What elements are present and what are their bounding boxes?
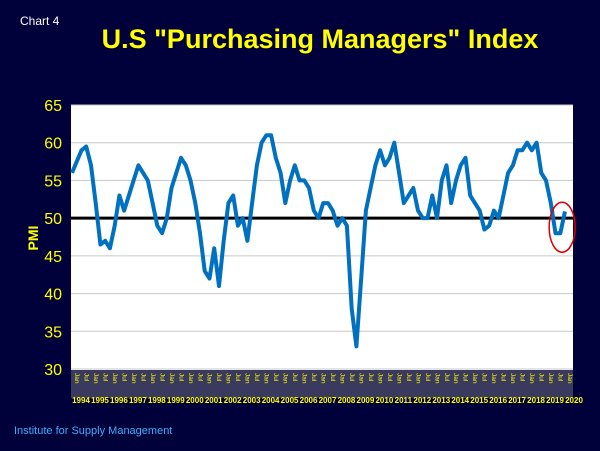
x-month-label: Jan [73, 373, 80, 384]
x-year-label: 1999 [167, 396, 185, 405]
x-month-label: Jul [120, 373, 127, 382]
x-month-label: Jan [452, 373, 459, 384]
x-month-label: Jul [481, 373, 488, 382]
x-month-label: Jan [395, 373, 402, 384]
x-year-label: 1997 [129, 396, 147, 405]
x-year-label: 2006 [300, 396, 318, 405]
x-year-label: 2009 [357, 396, 375, 405]
x-month-label: Jan [566, 373, 573, 384]
x-month-label: Jan [149, 373, 156, 384]
plot-area [71, 105, 573, 370]
x-month-label: Jul [291, 373, 298, 382]
x-year-label: 2011 [395, 396, 413, 405]
x-month-label: Jan [528, 373, 535, 384]
x-year-label: 2017 [508, 396, 526, 405]
source-label: Institute for Supply Management [14, 425, 173, 437]
x-month-label: Jul [329, 373, 336, 382]
x-month-label: Jan [130, 373, 137, 384]
x-month-label: Jul [348, 373, 355, 382]
x-month-label: Jan [414, 373, 421, 384]
y-tick-label: 35 [44, 324, 62, 341]
x-year-label: 2013 [432, 396, 450, 405]
x-month-label: Jul [177, 373, 184, 382]
x-month-label: Jan [282, 373, 289, 384]
x-year-label: 2000 [186, 396, 204, 405]
x-month-label: Jul [538, 373, 545, 382]
x-month-label: Jul [519, 373, 526, 382]
x-month-label: Jan [301, 373, 308, 384]
x-year-label: 2004 [262, 396, 280, 405]
y-axis-label: PMI [25, 226, 41, 251]
x-year-label: 2003 [243, 396, 261, 405]
x-month-label: Jan [338, 373, 345, 384]
x-year-label: 2015 [470, 396, 488, 405]
x-month-label: Jan [92, 373, 99, 384]
x-year-label: 2014 [451, 396, 469, 405]
x-year-label: 2020 [565, 396, 583, 405]
x-month-label: Jan [244, 373, 251, 384]
x-month-label: Jul [139, 373, 146, 382]
x-year-label: 1995 [91, 396, 109, 405]
y-tick-label: 40 [44, 287, 62, 304]
x-month-label: Jan [320, 373, 327, 384]
x-month-label: Jul [462, 373, 469, 382]
x-month-label: Jan [206, 373, 213, 384]
x-month-label: Jul [500, 373, 507, 382]
x-month-label: Jul [272, 373, 279, 382]
y-tick-label: 55 [44, 173, 62, 190]
y-tick-label: 65 [44, 98, 62, 115]
x-month-label: Jul [424, 373, 431, 382]
y-tick-label: 50 [44, 211, 62, 228]
x-month-label: Jul [196, 373, 203, 382]
x-month-label: Jul [557, 373, 564, 382]
x-axis-band [71, 370, 573, 398]
chart-title: U.S "Purchasing Managers" Index [101, 24, 539, 54]
y-tick-label: 60 [44, 136, 62, 153]
x-month-label: Jan [376, 373, 383, 384]
x-year-label: 2010 [375, 396, 393, 405]
x-month-label: Jan [225, 373, 232, 384]
x-month-label: Jan [168, 373, 175, 384]
x-month-label: Jul [82, 373, 89, 382]
x-month-label: Jul [158, 373, 165, 382]
x-year-label: 2002 [224, 396, 242, 405]
x-month-label: Jan [187, 373, 194, 384]
y-tick-label: 30 [44, 362, 62, 379]
x-year-label: 2016 [489, 396, 507, 405]
x-month-label: Jan [111, 373, 118, 384]
x-month-label: Jul [215, 373, 222, 382]
x-month-label: Jan [490, 373, 497, 384]
x-year-label: 2018 [527, 396, 545, 405]
x-year-label: 1996 [110, 396, 128, 405]
x-month-label: Jul [443, 373, 450, 382]
x-month-label: Jul [234, 373, 241, 382]
x-year-label: 2019 [546, 396, 564, 405]
x-month-label: Jan [433, 373, 440, 384]
x-month-label: Jul [253, 373, 260, 382]
x-month-label: Jan [357, 373, 364, 384]
x-month-label: Jul [101, 373, 108, 382]
x-year-label: 2007 [319, 396, 337, 405]
chart-number-label: Chart 4 [20, 14, 60, 28]
highlight-circle [548, 201, 576, 253]
x-month-label: Jul [405, 373, 412, 382]
x-month-label: Jul [367, 373, 374, 382]
x-year-label: 1998 [148, 396, 166, 405]
x-month-label: Jul [310, 373, 317, 382]
series-line-pmi [70, 133, 567, 349]
x-month-label: Jan [471, 373, 478, 384]
x-month-label: Jan [509, 373, 516, 384]
x-year-label: 2001 [205, 396, 223, 405]
x-year-label: 2008 [338, 396, 356, 405]
x-month-label: Jul [386, 373, 393, 382]
x-month-label: Jan [263, 373, 270, 384]
x-year-label: 2005 [281, 396, 299, 405]
x-year-label: 1994 [72, 396, 90, 405]
y-tick-label: 45 [44, 249, 62, 266]
x-year-label: 2012 [413, 396, 431, 405]
x-month-label: Jan [547, 373, 554, 384]
